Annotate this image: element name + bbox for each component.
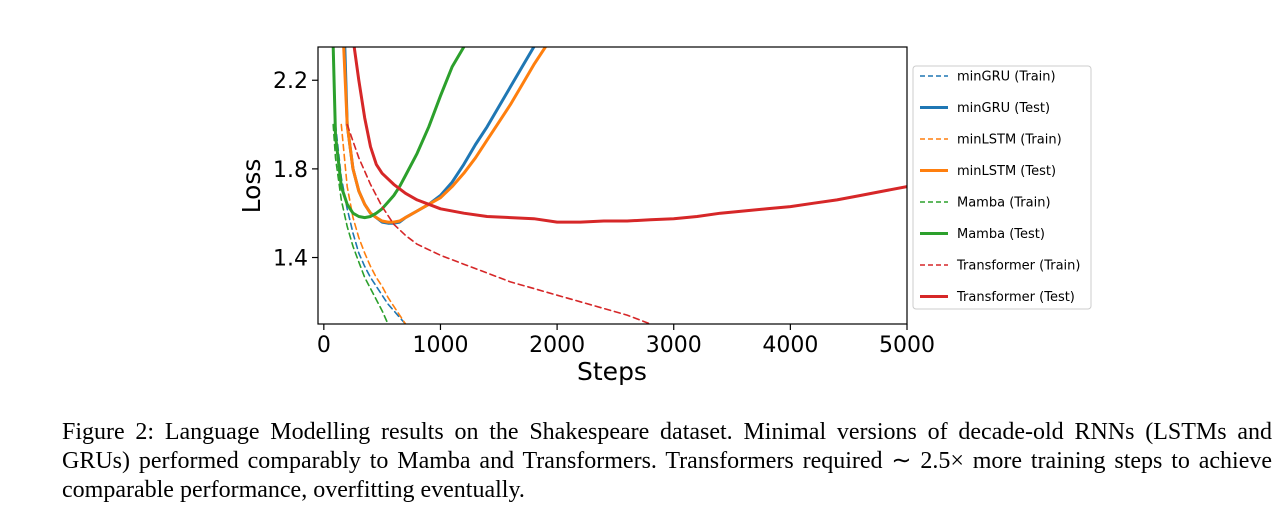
x-axis-title: Steps xyxy=(577,357,647,386)
series-line-6 xyxy=(346,123,652,324)
legend-label: minLSTM (Test) xyxy=(957,164,1056,179)
y-tick-label: 2.2 xyxy=(273,69,308,94)
loss-chart: 0 1000 2000 3000 4000 5000 1.4 1.8 2.2 Steps Lo… xyxy=(237,46,1092,386)
legend-label: Transformer (Train) xyxy=(956,259,1080,274)
x-tick-label: 5000 xyxy=(879,333,935,358)
y-axis-title: Loss xyxy=(237,159,266,214)
x-tick-label: 0 xyxy=(317,333,331,358)
legend-label: Transformer (Test) xyxy=(956,290,1075,305)
legend-label: minGRU (Test) xyxy=(957,101,1050,116)
legend-label: minLSTM (Train) xyxy=(957,133,1062,148)
series-line-5 xyxy=(331,47,466,220)
x-axis-ticks: 0 1000 2000 3000 4000 5000 xyxy=(317,324,935,358)
series-line-0 xyxy=(334,123,407,324)
series-line-2 xyxy=(340,123,407,324)
legend: minGRU (Train) minGRU (Test) minLSTM (Trai… xyxy=(912,65,1092,310)
series-line-3 xyxy=(342,47,547,224)
y-axis-ticks: 1.4 1.8 2.2 xyxy=(273,69,318,272)
x-tick-label: 1000 xyxy=(412,333,468,358)
x-tick-label: 2000 xyxy=(529,333,585,358)
series-layer xyxy=(331,47,907,324)
legend-label: Mamba (Train) xyxy=(957,196,1051,211)
series-line-7 xyxy=(352,47,907,224)
plot-frame xyxy=(317,46,908,325)
y-tick-label: 1.4 xyxy=(273,247,308,272)
legend-label: minGRU (Train) xyxy=(957,70,1056,85)
x-tick-label: 4000 xyxy=(762,333,818,358)
figure-caption: Figure 2: Language Modelling results on … xyxy=(62,419,1272,503)
legend-label: Mamba (Test) xyxy=(957,227,1045,242)
x-tick-label: 3000 xyxy=(646,333,702,358)
y-tick-label: 1.8 xyxy=(273,158,308,183)
legend-frame xyxy=(912,65,1092,310)
series-line-4 xyxy=(332,123,389,324)
